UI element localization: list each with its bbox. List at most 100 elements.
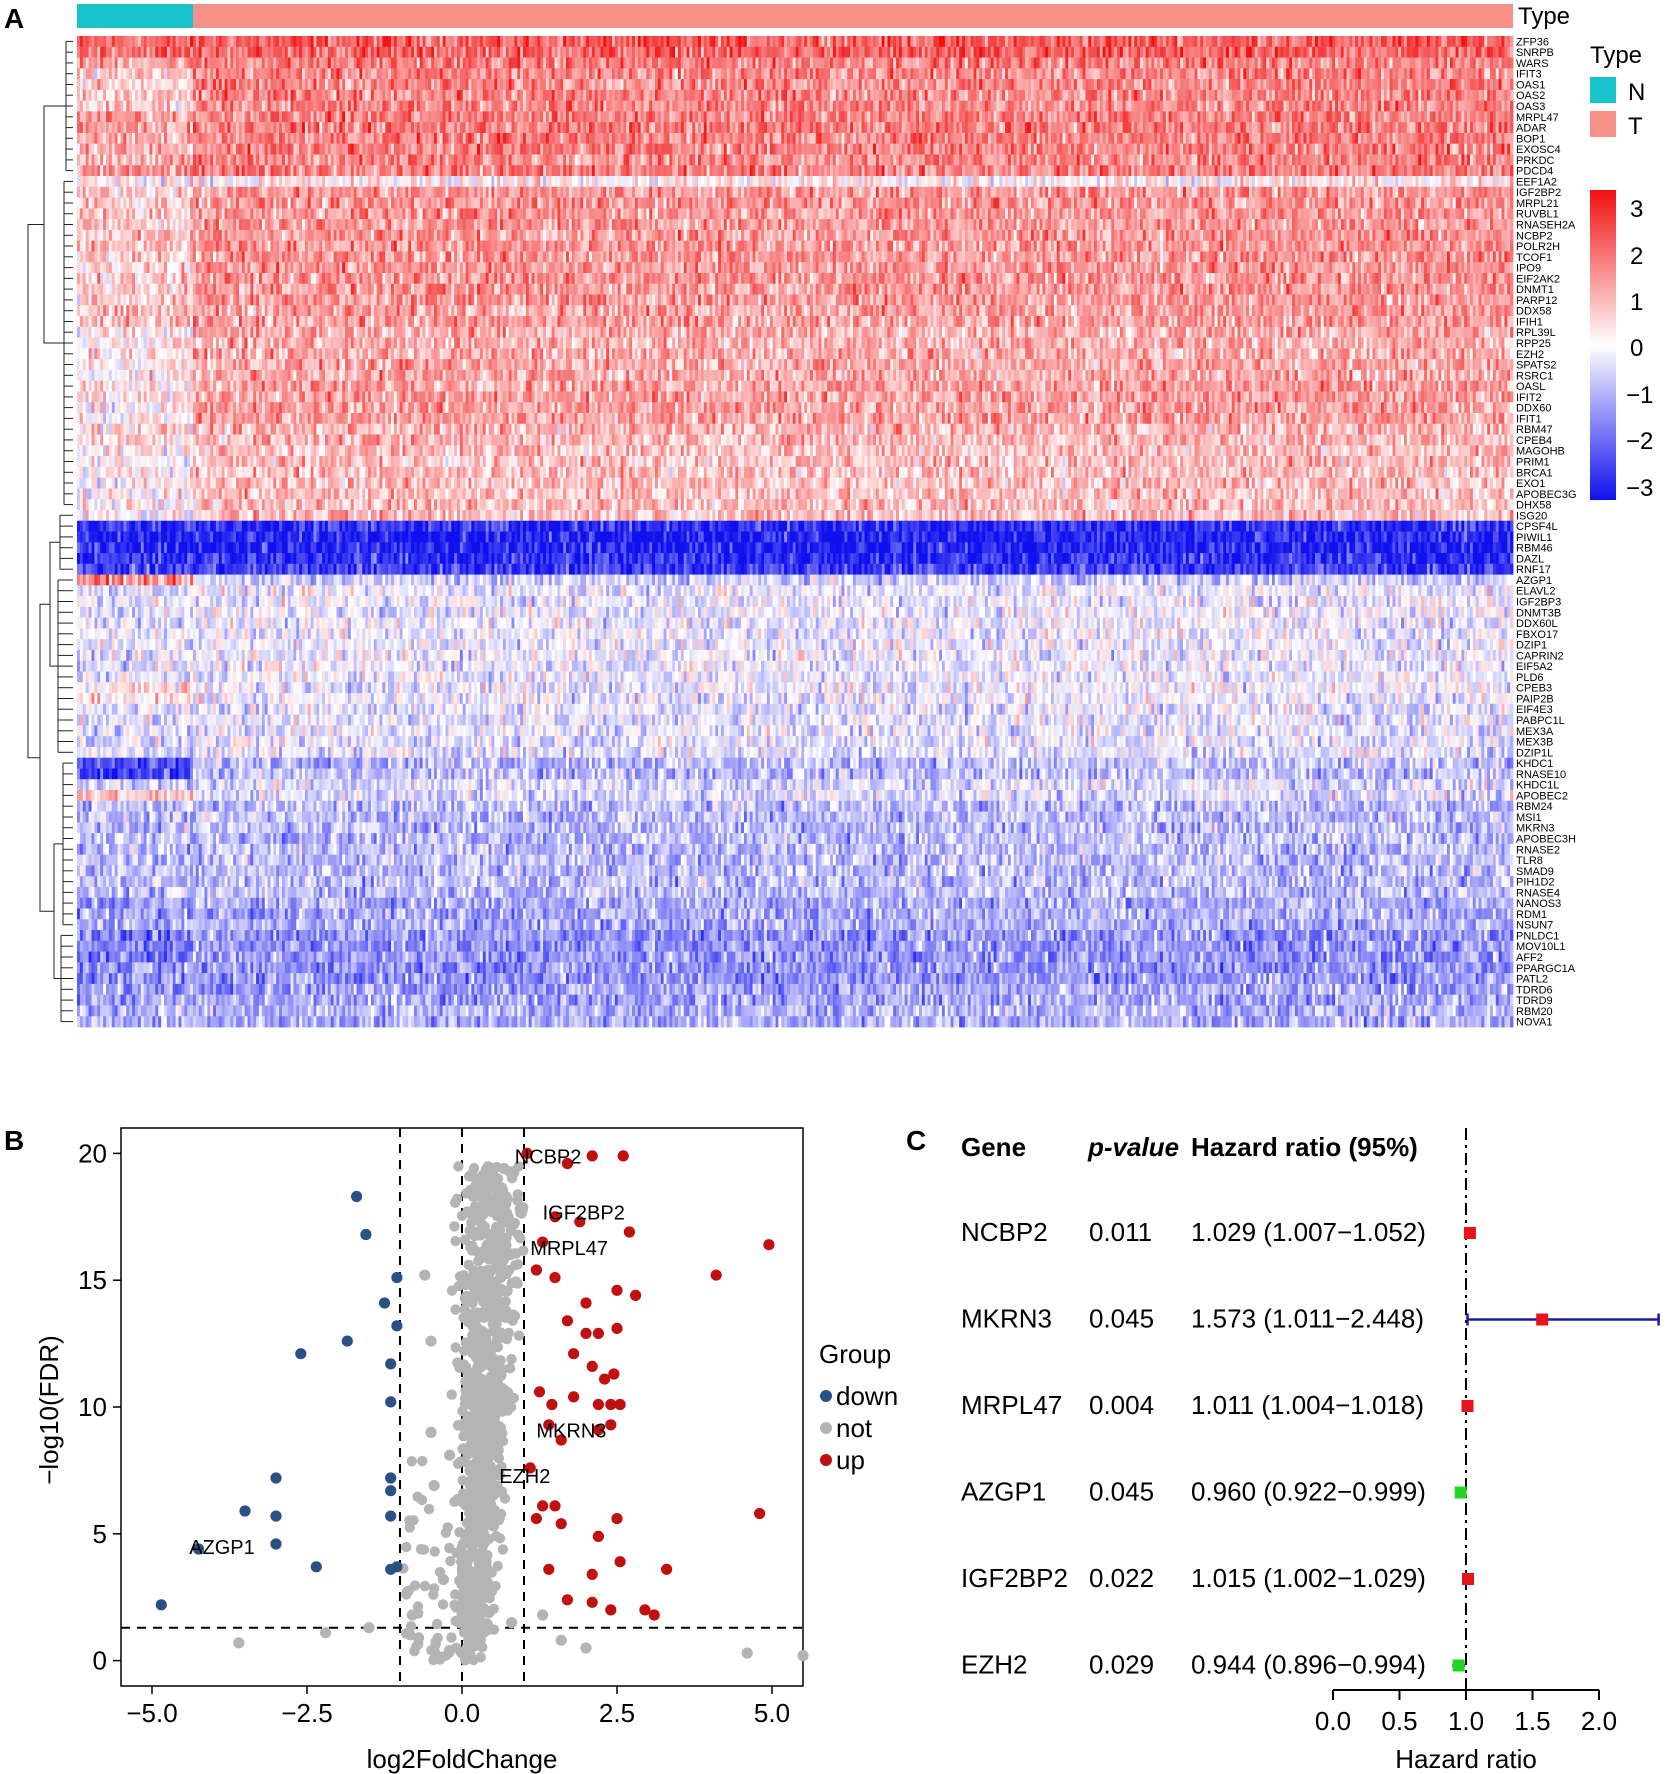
heatmap-cell	[152, 47, 155, 58]
heatmap-cell	[391, 36, 394, 47]
heatmap-cell	[368, 36, 371, 47]
heatmap-cell	[1123, 36, 1126, 47]
heatmap-cell	[1430, 36, 1433, 47]
heatmap-cell	[905, 36, 908, 47]
heatmap-cell	[1487, 36, 1490, 47]
heatmap-cell	[724, 36, 727, 47]
heatmap-cell	[158, 47, 161, 58]
heatmap-cell	[92, 36, 95, 47]
heatmap-cell	[408, 47, 411, 58]
heatmap-cell	[776, 36, 779, 47]
heatmap-cell	[580, 36, 583, 47]
heatmap-cell	[1120, 36, 1123, 47]
heatmap-cell	[1200, 36, 1203, 47]
heatmap-cell	[368, 47, 371, 58]
heatmap-cell	[732, 36, 735, 47]
row-dendrogram	[28, 41, 73, 1021]
heatmap-cell	[325, 47, 328, 58]
heatmap-cell	[400, 47, 403, 58]
heatmap-cell	[248, 36, 251, 47]
heatmap-cell	[451, 47, 454, 58]
heatmap-cell	[402, 47, 405, 58]
heatmap-cell	[270, 47, 273, 58]
heatmap-cell	[210, 36, 213, 47]
heatmap-cell	[483, 47, 486, 58]
heatmap-cell	[859, 36, 862, 47]
heatmap-cell	[1404, 36, 1407, 47]
heatmap-cell	[1174, 36, 1177, 47]
heatmap-cell	[1192, 36, 1195, 47]
heatmap-cell	[715, 36, 718, 47]
heatmap-cell	[919, 36, 922, 47]
heatmap-cell	[282, 47, 285, 58]
heatmap-cell	[411, 36, 414, 47]
heatmap-cell	[994, 36, 997, 47]
heatmap-cell	[351, 36, 354, 47]
heatmap-cell	[1131, 36, 1134, 47]
heatmap-cell	[1071, 36, 1074, 47]
heatmap-cell	[1011, 36, 1014, 47]
heatmap-cell	[279, 36, 282, 47]
heatmap-cell	[773, 36, 776, 47]
heatmap-cell	[365, 47, 368, 58]
heatmap-cell	[144, 36, 147, 47]
type-bar-label: Type	[1518, 3, 1570, 30]
heatmap-cell	[1077, 36, 1080, 47]
heatmap-cell	[730, 36, 733, 47]
heatmap-cell	[1436, 36, 1439, 47]
heatmap-cell	[1060, 36, 1063, 47]
heatmap-cell	[196, 36, 199, 47]
heatmap-cell	[316, 47, 319, 58]
heatmap-cell	[405, 36, 408, 47]
heatmap-cell	[491, 36, 494, 47]
heatmap-cell	[1263, 36, 1266, 47]
heatmap-cell	[658, 36, 661, 47]
heatmap-cell	[103, 47, 106, 58]
heatmap-cell	[1243, 36, 1246, 47]
heatmap-cell	[1197, 36, 1200, 47]
heatmap-cell	[256, 36, 259, 47]
heatmap-cell	[170, 47, 173, 58]
heatmap-cell	[1473, 36, 1476, 47]
heatmap-cell	[285, 47, 288, 58]
heatmap-cell	[483, 36, 486, 47]
heatmap-cell	[388, 47, 391, 58]
heatmap-cell	[176, 36, 179, 47]
heatmap-cell	[129, 36, 132, 47]
heatmap-cell	[83, 36, 86, 47]
heatmap-cell	[167, 36, 170, 47]
heatmap-cell	[512, 36, 515, 47]
heatmap-cell	[586, 36, 589, 47]
heatmap-cell	[202, 47, 205, 58]
heatmap-cell	[827, 36, 830, 47]
heatmap-cell	[727, 36, 730, 47]
heatmap-cell	[546, 47, 549, 58]
heatmap-cell	[291, 47, 294, 58]
heatmap-cell	[1151, 36, 1154, 47]
heatmap-cell	[930, 36, 933, 47]
heatmap-cell	[862, 36, 865, 47]
heatmap-cell	[245, 47, 248, 58]
heatmap-cell	[437, 36, 440, 47]
heatmap-cell	[147, 36, 150, 47]
heatmap-cell	[230, 36, 233, 47]
heatmap-cell	[391, 47, 394, 58]
heatmap-cell	[250, 36, 253, 47]
heatmap-cell	[873, 36, 876, 47]
heatmap-cell	[92, 47, 95, 58]
heatmap-cell	[219, 47, 222, 58]
heatmap-cell	[933, 36, 936, 47]
heatmap-cell	[1034, 36, 1037, 47]
heatmap-cell	[397, 36, 400, 47]
heatmap-cell	[1433, 36, 1436, 47]
heatmap-cell	[1212, 36, 1215, 47]
heatmap-cell	[199, 36, 202, 47]
heatmap-cell	[1324, 36, 1327, 47]
heatmap-cell	[86, 36, 89, 47]
heatmap-cell	[448, 47, 451, 58]
heatmap-cell	[1160, 36, 1163, 47]
heatmap-cell	[1481, 36, 1484, 47]
heatmap-cell	[600, 36, 603, 47]
heatmap-cell	[540, 47, 543, 58]
heatmap-cell	[552, 47, 555, 58]
